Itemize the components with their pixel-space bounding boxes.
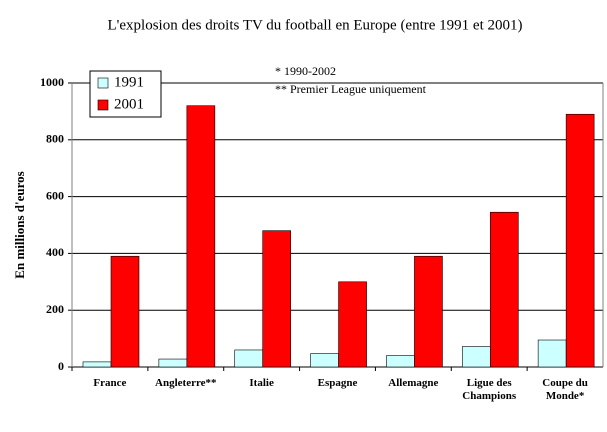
- bar: [82, 361, 112, 368]
- x-tick-label: Allemagne: [388, 377, 439, 389]
- chart-title: L'explosion des droits TV du football en…: [108, 17, 523, 33]
- x-tick-label: Coupe du Monde*: [542, 377, 588, 402]
- legend-swatch: [97, 99, 109, 111]
- bar: [110, 255, 140, 368]
- bar: [310, 353, 339, 368]
- y-axis-label: En millions d'euros: [12, 171, 27, 278]
- x-tick-label: Italie: [249, 377, 274, 389]
- x-tick-label: Ligue des Champions: [462, 377, 517, 402]
- bar: [338, 281, 367, 368]
- bar: [461, 346, 491, 368]
- y-tick-label: 800: [46, 132, 64, 146]
- legend-label: 2001: [114, 96, 144, 112]
- bar: [262, 230, 292, 368]
- x-tick-label: France: [93, 377, 127, 389]
- y-tick-label: 400: [46, 245, 64, 259]
- annotation: ** Premier League uniquement: [275, 82, 427, 96]
- legend-label: 1991: [114, 74, 144, 90]
- bar: [234, 349, 264, 368]
- bar: [158, 358, 188, 368]
- y-tick-label: 1000: [40, 75, 64, 89]
- legend-swatch: [97, 77, 109, 89]
- x-tick-label: Espagne: [317, 377, 358, 389]
- y-tick-label: 200: [46, 302, 64, 316]
- bar: [489, 211, 519, 368]
- bar: [186, 105, 216, 368]
- annotation: * 1990-2002: [275, 64, 336, 78]
- bar: [565, 113, 595, 368]
- y-tick-label: 600: [46, 188, 64, 202]
- x-tick-label: Angleterre**: [155, 377, 217, 389]
- bar: [537, 339, 567, 368]
- y-tick-label: 0: [58, 359, 64, 373]
- bar: [386, 355, 415, 368]
- bar: [414, 255, 443, 368]
